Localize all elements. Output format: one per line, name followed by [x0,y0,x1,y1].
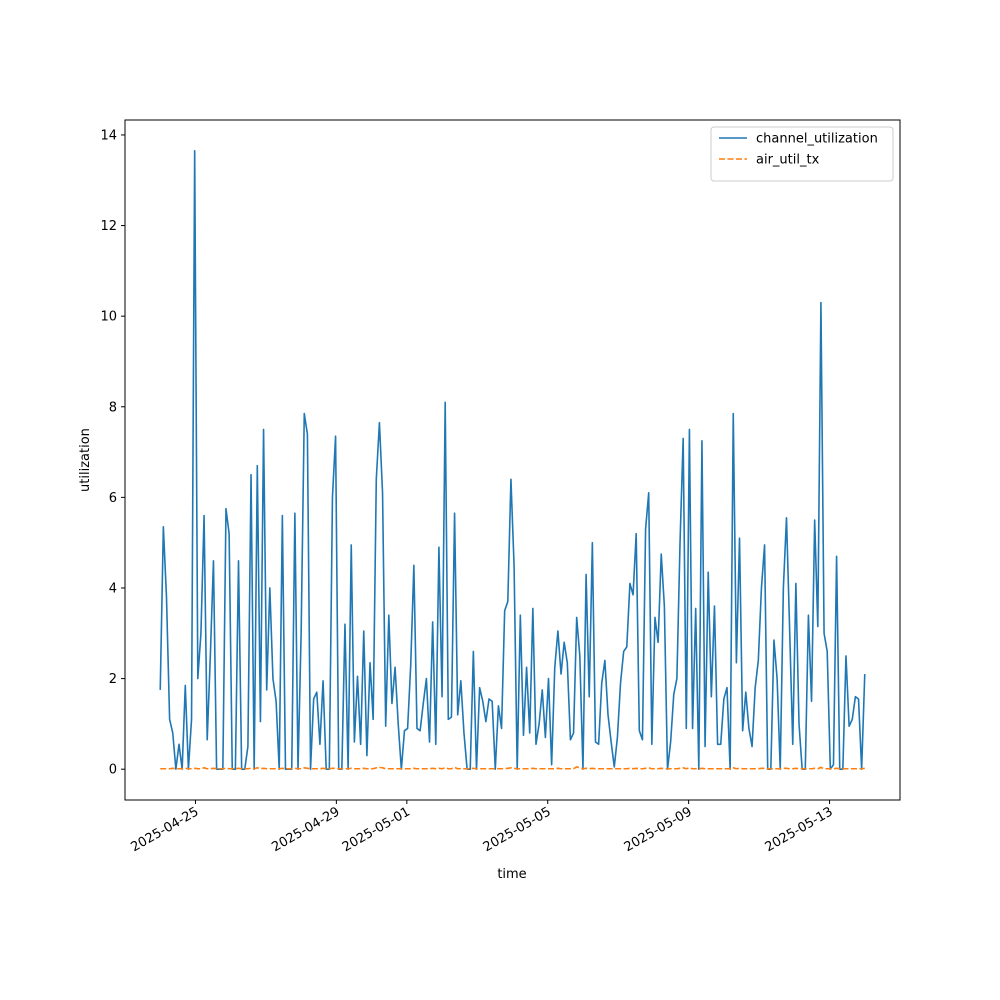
y-tick-label: 4 [109,581,117,596]
legend-label: channel_utilization [756,132,878,147]
y-tick-label: 0 [109,763,117,778]
y-tick-label: 10 [100,310,117,325]
plot-frame [124,119,901,801]
y-tick-label: 6 [109,491,117,506]
legend-box [710,126,894,182]
y-axis-label: utilization [78,428,93,492]
y-tick-label: 14 [100,128,117,143]
y-tick-label: 8 [109,400,117,415]
y-tick-label: 12 [100,219,117,234]
y-tick-label: 2 [109,672,117,687]
series-line [160,766,865,770]
series-line [159,150,866,770]
legend-label: air_util_tx [756,153,820,168]
x-axis-label: time [497,867,526,882]
legend: channel_utilization air_util_tx [710,126,894,182]
